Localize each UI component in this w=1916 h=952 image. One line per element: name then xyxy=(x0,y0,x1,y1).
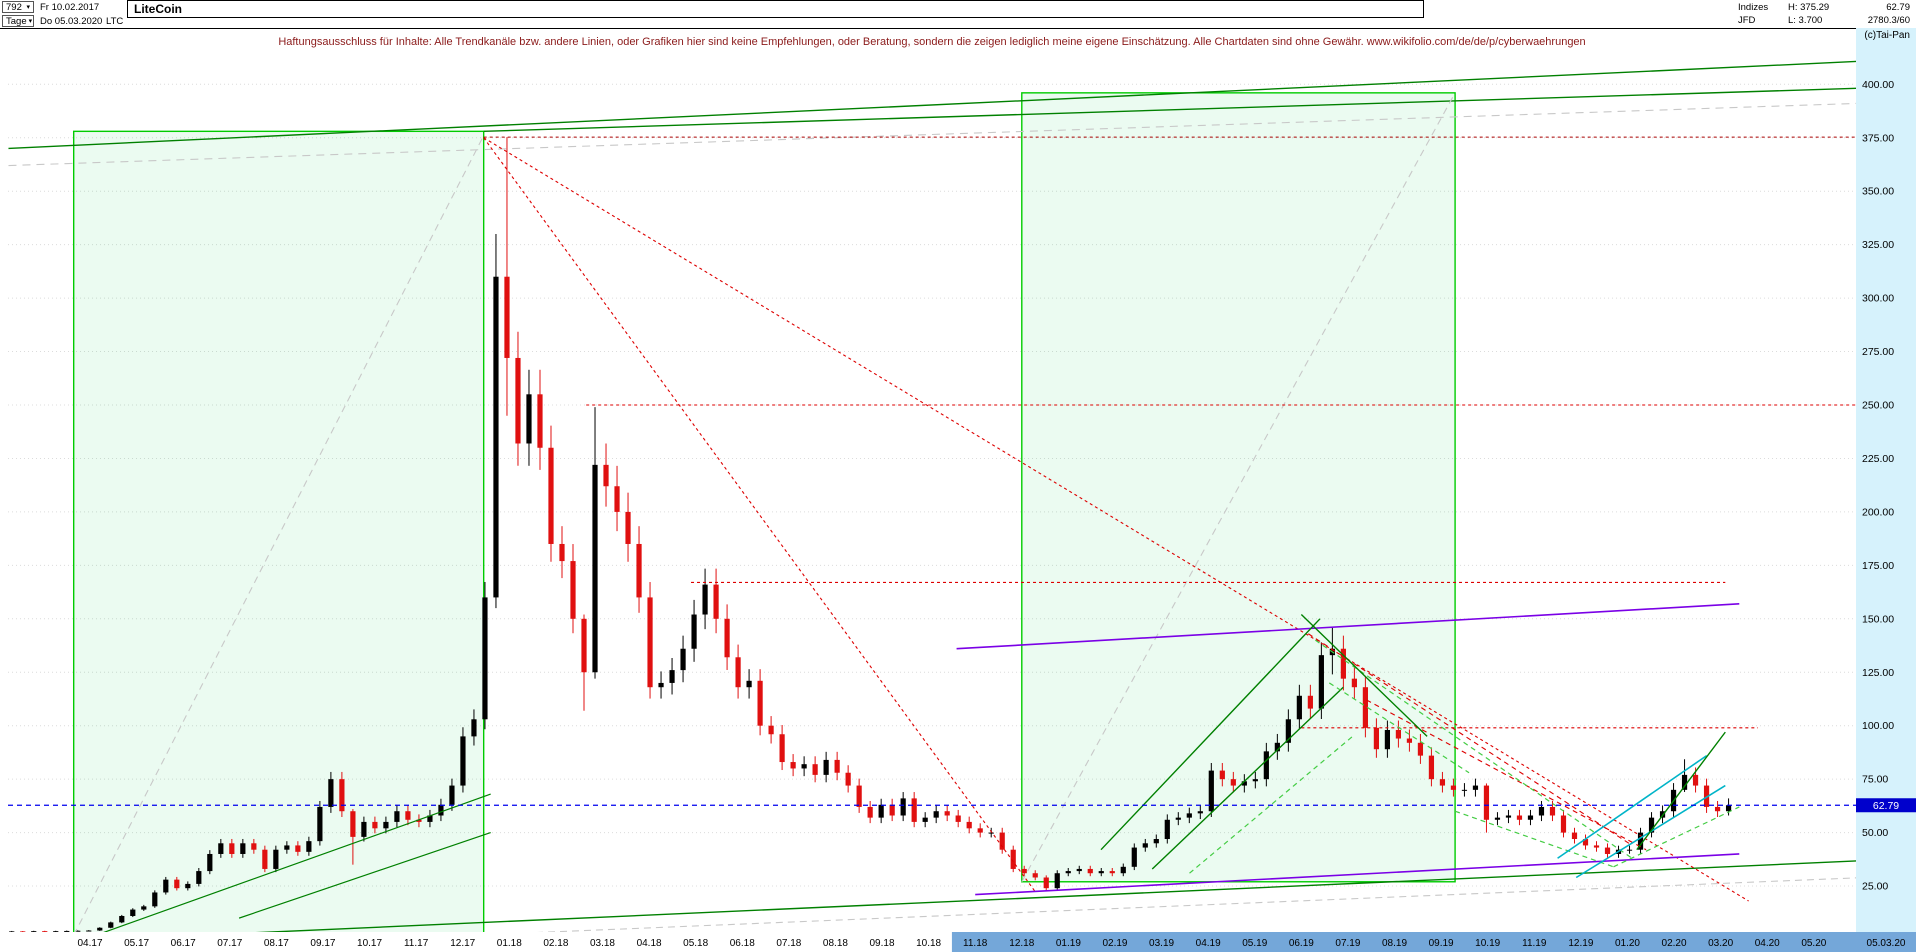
period-value: Tage xyxy=(6,15,27,27)
svg-text:09.17: 09.17 xyxy=(310,938,335,949)
svg-text:10.19: 10.19 xyxy=(1475,938,1500,949)
bar-count-value: 792 xyxy=(6,1,22,13)
svg-text:07.17: 07.17 xyxy=(217,938,242,949)
svg-text:05.20: 05.20 xyxy=(1801,938,1826,949)
svg-text:200.00: 200.00 xyxy=(1862,506,1894,518)
svg-text:01.19: 01.19 xyxy=(1056,938,1081,949)
svg-text:25.00: 25.00 xyxy=(1862,881,1888,893)
svg-text:07.19: 07.19 xyxy=(1335,938,1360,949)
svg-text:06.19: 06.19 xyxy=(1289,938,1314,949)
quote-info-row-1: Indizes H: 375.29 62.79 xyxy=(1738,2,1910,14)
svg-text:12.19: 12.19 xyxy=(1568,938,1593,949)
svg-text:11.18: 11.18 xyxy=(963,938,988,949)
gridlines xyxy=(8,83,1856,887)
svg-text:325.00: 325.00 xyxy=(1862,239,1894,251)
svg-text:09.19: 09.19 xyxy=(1429,938,1454,949)
svg-text:05.18: 05.18 xyxy=(683,938,708,949)
last-price-value: 62.79 xyxy=(1886,2,1910,13)
low-value: L: 3.700 xyxy=(1788,15,1823,26)
svg-text:175.00: 175.00 xyxy=(1862,560,1894,572)
svg-text:02.19: 02.19 xyxy=(1102,938,1127,949)
svg-text:04.20: 04.20 xyxy=(1755,938,1780,949)
svg-text:02.18: 02.18 xyxy=(543,938,568,949)
svg-text:150.00: 150.00 xyxy=(1862,613,1894,625)
svg-text:12.17: 12.17 xyxy=(450,938,475,949)
svg-text:04.18: 04.18 xyxy=(637,938,662,949)
svg-text:75.00: 75.00 xyxy=(1862,774,1888,786)
candlesticks xyxy=(9,137,1732,932)
svg-text:03.18: 03.18 xyxy=(590,938,615,949)
price-axis-strip xyxy=(1856,28,1916,952)
svg-text:10.17: 10.17 xyxy=(357,938,382,949)
disclaimer-text: Haftungsausschluss für Inhalte: Alle Tre… xyxy=(278,36,1586,48)
svg-text:11.19: 11.19 xyxy=(1522,938,1547,949)
last-price-badge xyxy=(1856,798,1916,813)
chart-end-date: Do 05.03.2020 xyxy=(40,16,103,27)
bar-count-dropdown[interactable]: 792 ▾ xyxy=(2,1,34,13)
price-axis-labels: 400.00 375.00 350.00 325.00 300.00 275.00 250.… xyxy=(1862,79,1894,893)
svg-text:03.20: 03.20 xyxy=(1708,938,1733,949)
high-value: H: 375.29 xyxy=(1788,2,1830,13)
svg-text:07.18: 07.18 xyxy=(776,938,801,949)
svg-text:11.17: 11.17 xyxy=(404,938,429,949)
svg-text:100.00: 100.00 xyxy=(1862,720,1894,732)
svg-text:350.00: 350.00 xyxy=(1862,186,1894,198)
header-divider xyxy=(0,28,1856,29)
trend-lines xyxy=(8,60,1856,932)
svg-text:04.19: 04.19 xyxy=(1196,938,1221,949)
svg-text:01.18: 01.18 xyxy=(497,938,522,949)
svg-text:05.17: 05.17 xyxy=(124,938,149,949)
chevron-down-icon: ▾ xyxy=(26,3,30,11)
svg-text:10.18: 10.18 xyxy=(916,938,941,949)
svg-text:275.00: 275.00 xyxy=(1862,346,1894,358)
svg-text:250.00: 250.00 xyxy=(1862,400,1894,412)
svg-text:02.20: 02.20 xyxy=(1662,938,1687,949)
time-axis-labels: 04.17 05.17 06.17 07.17 08.17 09.17 10.17 11.17… xyxy=(77,938,1826,949)
svg-text:125.00: 125.00 xyxy=(1862,667,1894,679)
symbol-label: LTC xyxy=(106,16,124,27)
svg-text:03.19: 03.19 xyxy=(1149,938,1174,949)
chart-start-date: Fr 10.02.2017 xyxy=(40,2,100,13)
svg-text:12.18: 12.18 xyxy=(1009,938,1034,949)
svg-text:50.00: 50.00 xyxy=(1862,827,1888,839)
chevron-down-icon: ▾ xyxy=(28,17,33,25)
volume-value: 2780.3/60 xyxy=(1867,15,1910,26)
svg-text:08.17: 08.17 xyxy=(264,938,289,949)
svg-text:09.18: 09.18 xyxy=(870,938,895,949)
svg-text:08.19: 08.19 xyxy=(1382,938,1407,949)
last-date-label: 05.03.20 xyxy=(1867,938,1906,949)
svg-text:05.19: 05.19 xyxy=(1242,938,1267,949)
svg-text:04.17: 04.17 xyxy=(77,938,102,949)
svg-text:08.18: 08.18 xyxy=(823,938,848,949)
svg-text:225.00: 225.00 xyxy=(1862,453,1894,465)
copyright-label: (c)Tai-Pan xyxy=(1864,30,1910,41)
chart-title-box: LiteCoin xyxy=(127,0,1424,18)
time-axis-highlight xyxy=(951,932,1916,952)
quote-info-row-2: JFD L: 3.700 2780.3/60 xyxy=(1738,15,1910,27)
last-price-badge-value: 62.79 xyxy=(1873,800,1899,812)
period-dropdown[interactable]: Tage ▾ xyxy=(2,15,34,27)
source-label: Indizes xyxy=(1738,2,1769,13)
svg-text:375.00: 375.00 xyxy=(1862,132,1894,144)
broker-label: JFD xyxy=(1738,15,1756,26)
svg-text:01.20: 01.20 xyxy=(1615,938,1640,949)
trend-boxes xyxy=(72,92,1456,932)
svg-text:400.00: 400.00 xyxy=(1862,79,1894,91)
svg-text:06.18: 06.18 xyxy=(730,938,755,949)
page-title: LiteCoin xyxy=(134,2,182,16)
svg-text:06.17: 06.17 xyxy=(171,938,196,949)
svg-text:300.00: 300.00 xyxy=(1862,293,1894,305)
